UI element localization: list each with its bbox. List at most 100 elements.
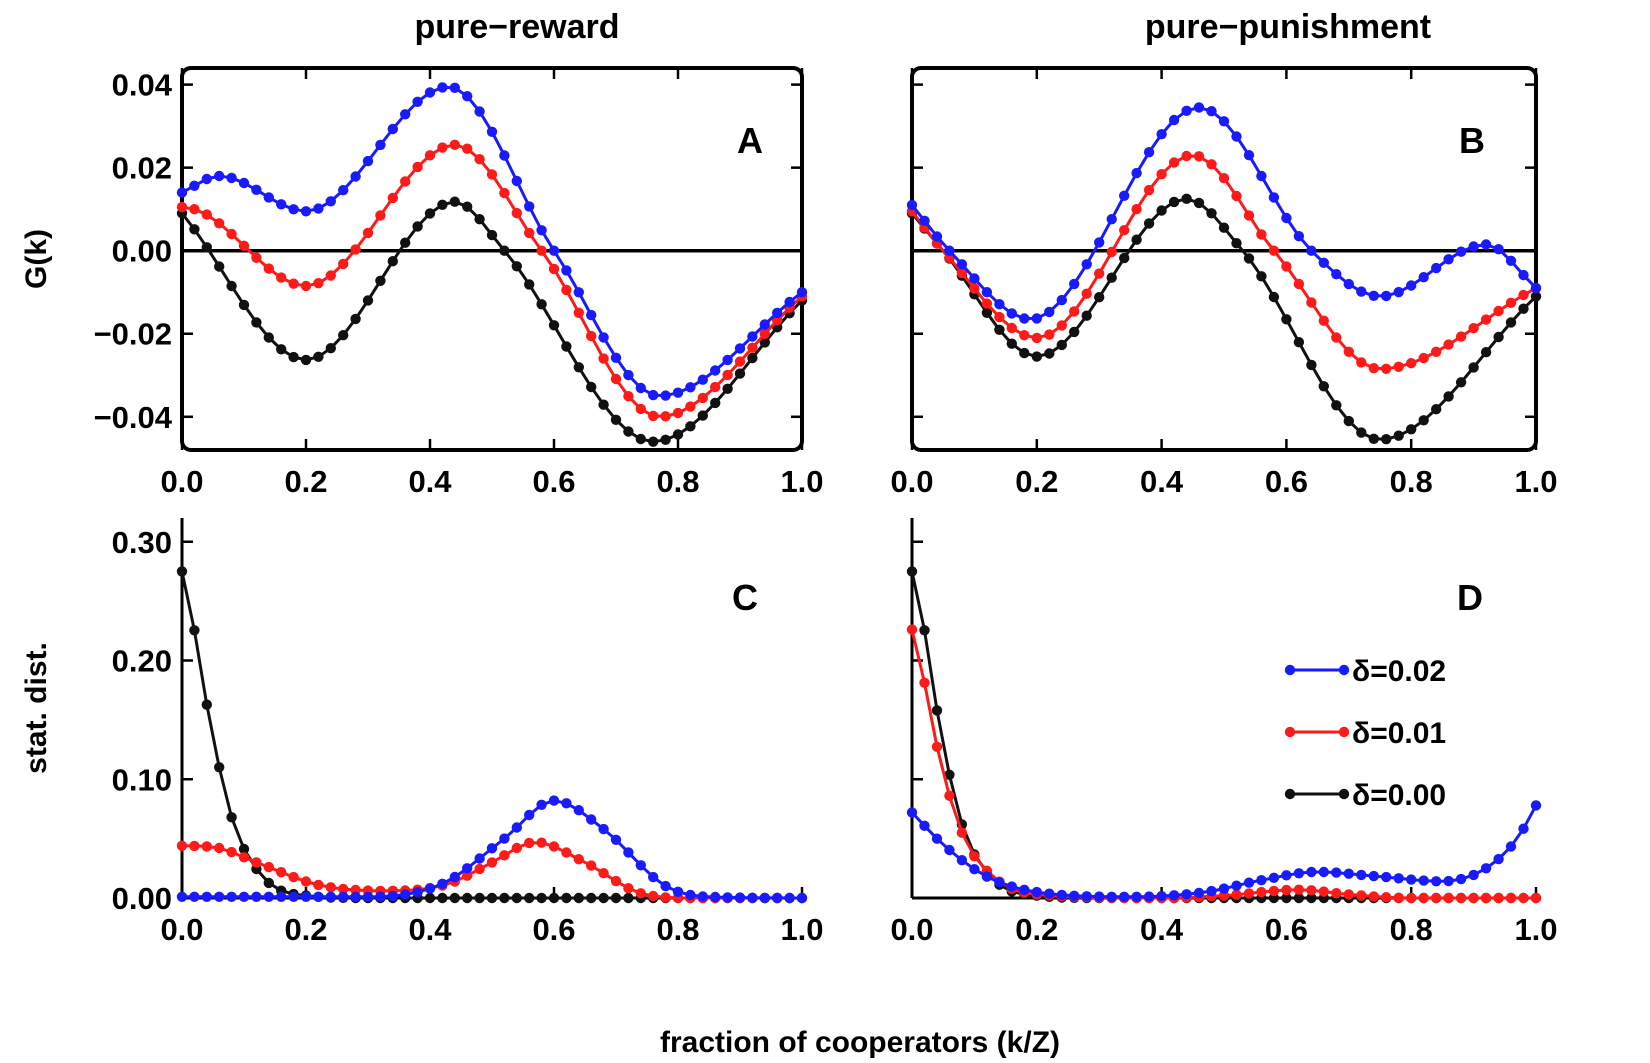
data-point [796, 892, 808, 904]
y-tick-label: 0.02 [112, 151, 172, 186]
data-point [486, 892, 498, 904]
data-point [1505, 255, 1517, 266]
data-point [1206, 159, 1217, 170]
data-point [660, 411, 671, 422]
x-tick-label: 0.2 [284, 464, 327, 499]
data-point [1218, 173, 1230, 184]
data-point [226, 846, 237, 858]
data-point [176, 187, 188, 198]
data-point [548, 795, 560, 806]
data-point [437, 82, 448, 93]
data-point [437, 199, 448, 210]
x-tick-label: 0.4 [1140, 912, 1184, 947]
data-point [499, 833, 510, 844]
data-point [1505, 892, 1517, 904]
y-axis-title: G(k) [20, 229, 53, 289]
legend-swatch-point [1338, 726, 1350, 738]
data-point [486, 169, 498, 180]
data-point [548, 245, 560, 256]
data-point [1493, 892, 1504, 904]
data-point [561, 284, 572, 296]
data-point [276, 272, 287, 283]
data-point [1381, 892, 1392, 903]
data-point [1443, 892, 1454, 904]
data-point [772, 315, 783, 326]
x-tick-label: 0.4 [408, 464, 452, 499]
data-point [1119, 190, 1130, 201]
data-point [437, 892, 448, 904]
data-point [251, 184, 262, 195]
data-point [1530, 291, 1542, 302]
data-point [981, 871, 993, 882]
data-point [1131, 167, 1142, 179]
data-point [486, 843, 498, 854]
data-point [338, 258, 349, 270]
series-line [910, 804, 1538, 899]
x-tick-label: 0.0 [160, 912, 203, 947]
data-point [1268, 885, 1280, 897]
data-point [1031, 332, 1043, 344]
data-point [1518, 269, 1529, 281]
data-point [573, 362, 584, 373]
data-point [400, 176, 411, 187]
data-point [424, 208, 436, 219]
data-point [201, 209, 212, 220]
data-point [338, 330, 349, 341]
x-tick-label: 0.4 [1140, 464, 1184, 499]
series-δ=0.00 [906, 193, 1542, 445]
data-point [201, 242, 212, 253]
data-point [1431, 892, 1442, 904]
data-point [1368, 870, 1380, 882]
column-title-punishment: pure−punishment [1145, 8, 1431, 46]
data-point [586, 309, 597, 321]
data-point [1044, 329, 1055, 340]
x-tick-label: 0.6 [1265, 912, 1308, 947]
data-point [536, 225, 547, 236]
data-point [623, 892, 634, 904]
data-point [1143, 891, 1155, 902]
data-point [214, 842, 225, 854]
y-tick-label: 0.20 [112, 644, 172, 679]
data-point [734, 368, 746, 379]
data-point [1468, 241, 1479, 252]
data-point [1243, 877, 1255, 888]
data-point [1306, 297, 1317, 308]
data-point [648, 389, 659, 401]
data-point [1193, 151, 1205, 162]
data-point [747, 352, 758, 364]
data-point [1530, 800, 1542, 811]
x-tick-label: 0.8 [656, 464, 699, 499]
data-point [1268, 291, 1280, 303]
data-point [486, 857, 498, 868]
data-point [412, 96, 423, 108]
series-line [910, 105, 1538, 320]
panel-B: 0.0 0.2 0.4 0.6 0.8 1.0 B [890, 66, 1558, 499]
data-point [598, 332, 609, 343]
data-point [1306, 245, 1317, 256]
data-point [300, 891, 312, 902]
data-point [313, 351, 324, 362]
data-point [300, 280, 312, 292]
data-point [1056, 320, 1068, 331]
data-point [1193, 197, 1205, 209]
data-point [610, 892, 622, 904]
data-point [251, 891, 262, 902]
data-point [548, 841, 560, 852]
data-point [511, 892, 522, 904]
data-point [1268, 192, 1280, 203]
y-tick-label: 0.00 [112, 234, 172, 269]
data-point [176, 891, 188, 902]
data-point [449, 82, 460, 94]
data-point [1480, 314, 1492, 325]
data-point [1156, 205, 1167, 216]
data-point [263, 861, 274, 873]
data-point [573, 854, 584, 865]
data-point [462, 892, 473, 904]
data-point [906, 807, 918, 818]
data-point [1343, 868, 1355, 879]
data-point [697, 891, 708, 902]
data-point [1331, 888, 1342, 899]
data-point [437, 142, 448, 153]
data-point [189, 204, 200, 215]
data-point [1406, 892, 1417, 904]
